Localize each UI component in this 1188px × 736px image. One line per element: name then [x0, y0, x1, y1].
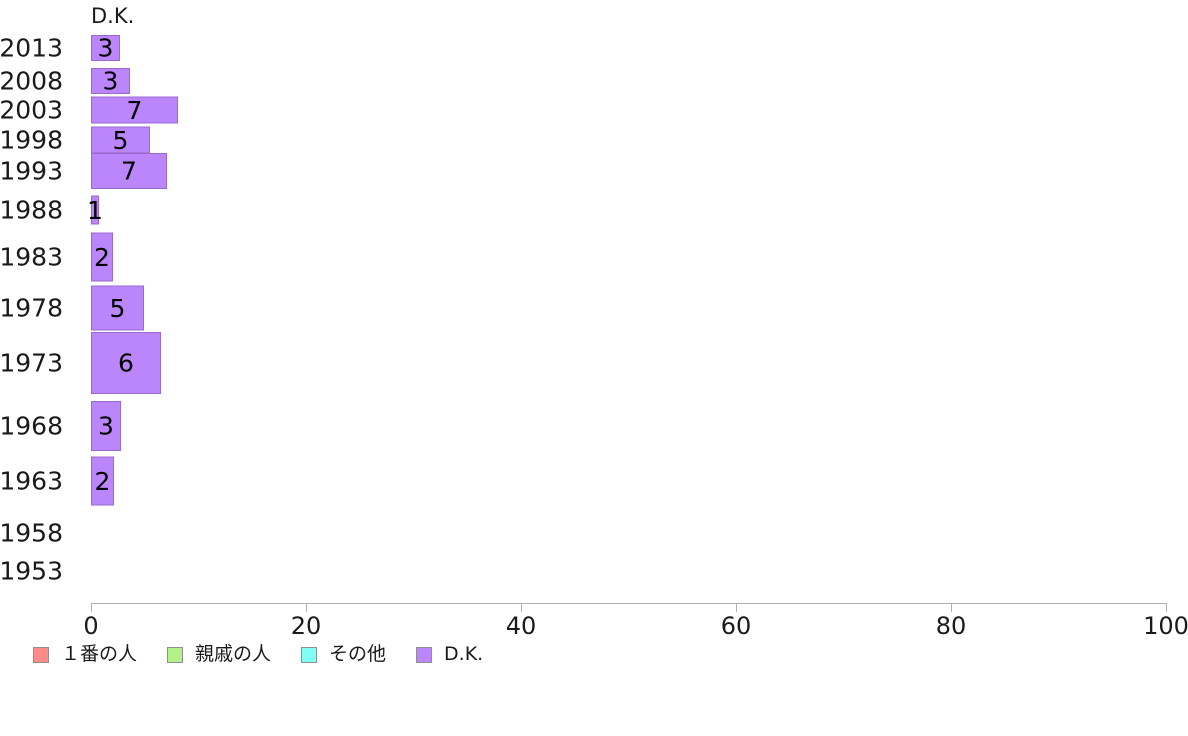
- legend-label-0: １番の人: [61, 643, 138, 665]
- bar-dk-1988[interactable]: 1: [87, 195, 103, 225]
- legend-item-0[interactable]: １番の人: [33, 645, 137, 664]
- bar-value-1963: 2: [94, 466, 111, 496]
- legend-label-3: D.K.: [444, 643, 484, 665]
- x-tick-100: [1166, 603, 1167, 612]
- y-axis-label-1973: 1973: [0, 348, 63, 378]
- y-axis-label-1963: 1963: [0, 466, 63, 496]
- legend-item-3[interactable]: D.K.: [416, 645, 483, 664]
- y-axis-label-1953: 1953: [0, 556, 63, 586]
- bar-value-1968: 3: [98, 411, 114, 441]
- legend-swatch-icon-3: [416, 646, 433, 663]
- y-axis-label-2008: 2008: [0, 66, 63, 96]
- x-tick-label-60: 60: [720, 612, 752, 640]
- bar-value-1988: 1: [87, 195, 103, 225]
- bar-dk-1968[interactable]: 3: [91, 401, 121, 451]
- bar-dk-1998[interactable]: 5: [91, 125, 150, 155]
- bar-dk-1993[interactable]: 7: [91, 153, 167, 189]
- x-axis: 0 20 40 60 80 100: [83, 603, 1188, 638]
- legend-label-2: その他: [329, 643, 387, 665]
- y-axis-label-1968: 1968: [0, 411, 63, 441]
- legend-item-1[interactable]: 親戚の人: [167, 645, 271, 664]
- bar-dk-1978[interactable]: 5: [91, 285, 144, 331]
- bar-dk-2008[interactable]: 3: [91, 68, 130, 94]
- bar-value-2008: 3: [102, 66, 119, 96]
- bar-value-2013: 3: [97, 33, 114, 63]
- x-tick-label-20: 20: [290, 612, 322, 640]
- bar-dk-1963[interactable]: 2: [91, 456, 114, 506]
- x-tick-40: [521, 603, 522, 612]
- x-tick-label-80: 80: [935, 612, 967, 640]
- y-axis-label-2013: 2013: [0, 33, 63, 63]
- bar-value-1973: 6: [118, 348, 134, 378]
- legend-item-2[interactable]: その他: [301, 645, 386, 664]
- column-header-dk: D.K.: [91, 4, 135, 28]
- bar-value-1993: 7: [121, 156, 137, 186]
- x-tick-20: [306, 603, 307, 612]
- bar-dk-1973[interactable]: 6: [91, 332, 161, 394]
- legend-label-1: 親戚の人: [195, 643, 272, 665]
- plot-area: 2013 3 2008 3 2003 7 1998 5 1993 7 1988 1 1983 2 1978 5…: [0, 30, 1166, 592]
- bar-value-1983: 2: [94, 242, 110, 272]
- x-tick-0: [91, 603, 92, 612]
- x-tick-label-0: 0: [83, 612, 99, 640]
- legend-swatch-icon-0: [33, 646, 49, 663]
- y-axis-label-1988: 1988: [0, 195, 63, 225]
- legend-swatch-icon-1: [167, 646, 184, 663]
- bar-value-2003: 7: [126, 95, 143, 125]
- y-axis-label-2003: 2003: [0, 95, 63, 125]
- x-tick-label-100: 100: [1143, 612, 1188, 640]
- y-axis-label-1958: 1958: [0, 518, 63, 548]
- x-tick-60: [736, 603, 737, 612]
- bar-dk-2003[interactable]: 7: [91, 95, 178, 125]
- bar-value-1978: 5: [109, 293, 126, 323]
- y-axis-label-1978: 1978: [0, 293, 63, 323]
- legend-swatch-icon-2: [301, 646, 318, 663]
- bar-dk-1983[interactable]: 2: [91, 232, 113, 282]
- bar-value-1998: 5: [112, 125, 129, 155]
- y-axis-label-1998: 1998: [0, 125, 63, 155]
- y-axis-label-1993: 1993: [0, 156, 63, 186]
- bar-dk-2013[interactable]: 3: [91, 35, 120, 61]
- legend: １番の人 親戚の人 その他 D.K.: [33, 645, 513, 664]
- y-axis-label-1983: 1983: [0, 242, 63, 272]
- x-tick-label-40: 40: [505, 612, 537, 640]
- x-tick-80: [951, 603, 952, 612]
